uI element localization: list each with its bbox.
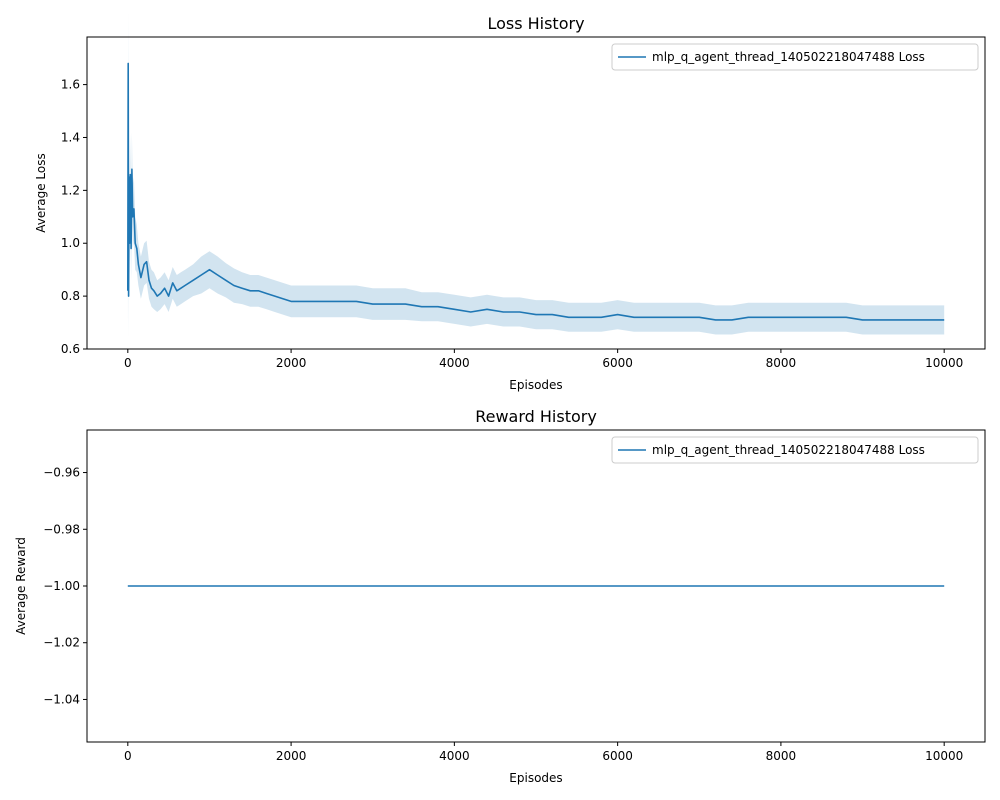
reward-x-tick-label: 4000 (439, 749, 470, 763)
reward-legend: mlp_q_agent_thread_140502218047488 Loss (611, 436, 979, 464)
loss-series-line (127, 62, 945, 321)
loss-x-tick-label: 8000 (766, 356, 797, 370)
reward-x-tick-label: 2000 (276, 749, 307, 763)
reward-x-tick-label: 8000 (766, 749, 797, 763)
loss-y-axis-label: Average Loss (34, 153, 48, 232)
loss-x-tick-label: 4000 (439, 356, 470, 370)
loss-history-panel: Loss History Episodes Average Loss 0 2000… (34, 10, 986, 392)
reward-legend-label: mlp_q_agent_thread_140502218047488 Loss (652, 443, 925, 457)
reward-y-tick-label: −1.02 (43, 636, 80, 650)
loss-x-tick-label: 2000 (276, 356, 307, 370)
loss-axes-frame (86, 36, 986, 350)
loss-y-tick-label: 1.0 (61, 236, 80, 250)
loss-y-tick-label: 1.6 (61, 78, 80, 92)
loss-legend-label: mlp_q_agent_thread_140502218047488 Loss (652, 50, 925, 64)
reward-x-tick-label: 10000 (925, 749, 963, 763)
loss-x-tick-label: 10000 (925, 356, 963, 370)
loss-x-tick-label: 0 (124, 356, 132, 370)
reward-x-tick-label: 6000 (602, 749, 633, 763)
reward-y-tick-label: −0.96 (43, 466, 80, 480)
loss-y-tick-label: 0.6 (61, 342, 80, 356)
reward-y-tick-label: −1.00 (43, 579, 80, 593)
loss-y-tick-label: 0.8 (61, 289, 80, 303)
reward-y-tick-label: −0.98 (43, 522, 80, 536)
loss-x-axis-label: Episodes (509, 378, 562, 392)
loss-confidence-band (127, 10, 945, 339)
loss-legend: mlp_q_agent_thread_140502218047488 Loss (611, 43, 979, 71)
loss-x-tick-label: 6000 (602, 356, 633, 370)
reward-history-panel: Reward History Episodes Average Reward 0… (14, 407, 986, 785)
loss-y-tick-label: 1.4 (61, 130, 80, 144)
reward-legend-box (611, 436, 979, 464)
loss-chart-title: Loss History (487, 14, 584, 33)
reward-x-tick-label: 0 (124, 749, 132, 763)
reward-y-axis-label: Average Reward (14, 537, 28, 635)
loss-y-tick-label: 1.2 (61, 183, 80, 197)
reward-chart-title: Reward History (475, 407, 597, 426)
reward-x-axis-label: Episodes (509, 771, 562, 785)
loss-legend-box (611, 43, 979, 71)
reward-y-tick-label: −1.04 (43, 692, 80, 706)
